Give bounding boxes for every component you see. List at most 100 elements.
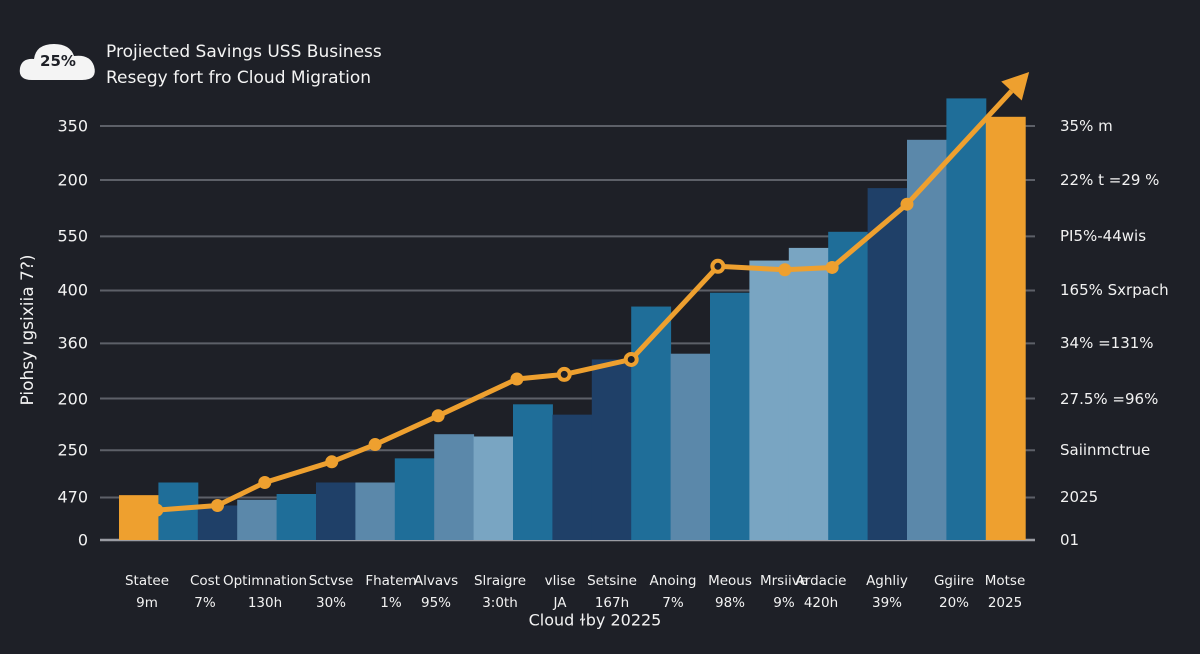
bar — [552, 414, 593, 540]
y-tick-label: 0 — [77, 530, 88, 550]
category-name: Sctvse — [308, 573, 354, 589]
category-value: 7% — [662, 595, 684, 611]
trend-line — [156, 89, 1014, 513]
badge-value: 25% — [40, 52, 76, 70]
trend-marker — [150, 503, 164, 517]
bar — [749, 260, 790, 540]
category-name: Cost — [189, 573, 221, 589]
category-value: 130h — [247, 595, 283, 611]
x-axis-label: Cloud ɫby 20225 — [528, 610, 662, 630]
category-value: 20% — [938, 595, 969, 611]
category-name: Setsine — [587, 573, 637, 589]
bar — [394, 458, 435, 540]
x-category-label: Meous 98% — [708, 570, 752, 614]
trend-marker — [623, 351, 639, 367]
category-value: 167h — [594, 595, 630, 611]
bar — [946, 98, 987, 541]
bar — [828, 231, 869, 541]
y-tick-label: 250 — [57, 440, 88, 460]
category-name: Fhatem — [365, 573, 417, 589]
bar — [710, 292, 750, 540]
chart-title-line1: Projiected Savings USS Business — [106, 42, 382, 62]
bar — [513, 404, 553, 540]
bar — [867, 188, 908, 540]
x-category-label: Mrsiive 9% — [760, 570, 808, 614]
bar — [473, 436, 514, 540]
trend-marker — [900, 197, 914, 211]
bar — [355, 482, 396, 540]
trend-marker — [211, 499, 224, 512]
right-annotation: 27.5% =96% — [1060, 389, 1159, 408]
right-annotation: Saiinmctrue — [1060, 441, 1151, 460]
category-name: Motse — [984, 573, 1026, 589]
category-value: 30% — [315, 595, 346, 611]
bar — [276, 494, 317, 540]
y-tick-label: 200 — [57, 389, 88, 409]
cloud-icon — [19, 44, 95, 80]
right-annotation: PI5%-44wis — [1060, 227, 1147, 246]
y-tick-label: 550 — [57, 226, 88, 246]
x-category-label: Setsine 167h — [587, 570, 637, 614]
y-tick-label: 350 — [57, 116, 88, 136]
trend-marker — [710, 258, 726, 274]
trend-marker — [510, 372, 524, 386]
y-tick-label: 470 — [57, 487, 88, 507]
category-value: 3:0th — [482, 595, 518, 611]
bar — [591, 359, 632, 540]
x-category-label: Cost 7% — [190, 570, 220, 614]
category-value: 1% — [380, 595, 402, 611]
right-annotation: 01 — [1060, 531, 1080, 549]
y-tick-label: 400 — [57, 280, 88, 300]
category-name: Mrsiive — [759, 573, 809, 589]
x-category-label: Sctvse 30% — [309, 570, 354, 614]
bar — [788, 247, 829, 540]
right-annotation: 34% =131% — [1060, 334, 1154, 353]
right-annotation: 165% Sxrpach — [1060, 281, 1169, 300]
bar — [631, 306, 672, 540]
category-name: Aghliy — [866, 573, 908, 589]
category-name: vlise — [544, 573, 576, 589]
trend-marker — [825, 260, 839, 274]
bar — [985, 116, 1026, 541]
right-annotation: 22% t =29 % — [1060, 171, 1160, 190]
bar — [316, 482, 356, 540]
y-tick-label: 200 — [57, 170, 88, 190]
bar — [434, 434, 475, 540]
trend-marker — [325, 455, 339, 469]
trend-marker — [368, 438, 382, 452]
right-annotation: 35% m — [1060, 117, 1113, 135]
trend-marker — [778, 263, 792, 277]
bar — [237, 499, 278, 540]
right-annotation: 2025 — [1060, 488, 1099, 507]
category-value: 9% — [773, 595, 795, 611]
category-name: Statee — [124, 573, 170, 589]
trend-arrow-head — [1001, 71, 1030, 101]
trend-marker — [556, 366, 572, 382]
category-value: 98% — [714, 595, 745, 611]
trend-marker — [258, 476, 272, 489]
category-value: JA — [553, 595, 567, 611]
x-category-label: vlise JA — [545, 570, 576, 614]
category-name: Optimnation — [222, 573, 308, 589]
category-value: 39% — [871, 595, 903, 611]
trend-marker — [431, 409, 445, 423]
y-axis-label: Piohsy ıgsixiia 7?) — [18, 254, 38, 406]
bar — [670, 353, 711, 540]
category-value: 2025 — [987, 595, 1023, 611]
category-value: 9m — [136, 595, 158, 611]
x-category-label: Slraigre 3:0th — [474, 570, 526, 614]
category-name: Alvavs — [413, 573, 459, 589]
category-value: 95% — [420, 595, 451, 611]
category-name: Slraigre — [473, 573, 527, 589]
category-name: Meous — [708, 573, 752, 589]
category-value: 420h — [803, 595, 839, 611]
x-category-label: Ardacie 420h — [796, 570, 847, 614]
x-category-label: Alvavs 95% — [414, 570, 458, 614]
category-name: Ardacie — [795, 573, 847, 589]
y-tick-label: 360 — [57, 333, 88, 353]
category-value: 7% — [194, 595, 216, 611]
x-category-label: Aghliy 39% — [866, 570, 908, 614]
savings-badge: 25% — [18, 40, 98, 82]
category-name: Anoing — [649, 573, 697, 589]
x-category-label: Optimnation 130h — [223, 570, 307, 614]
